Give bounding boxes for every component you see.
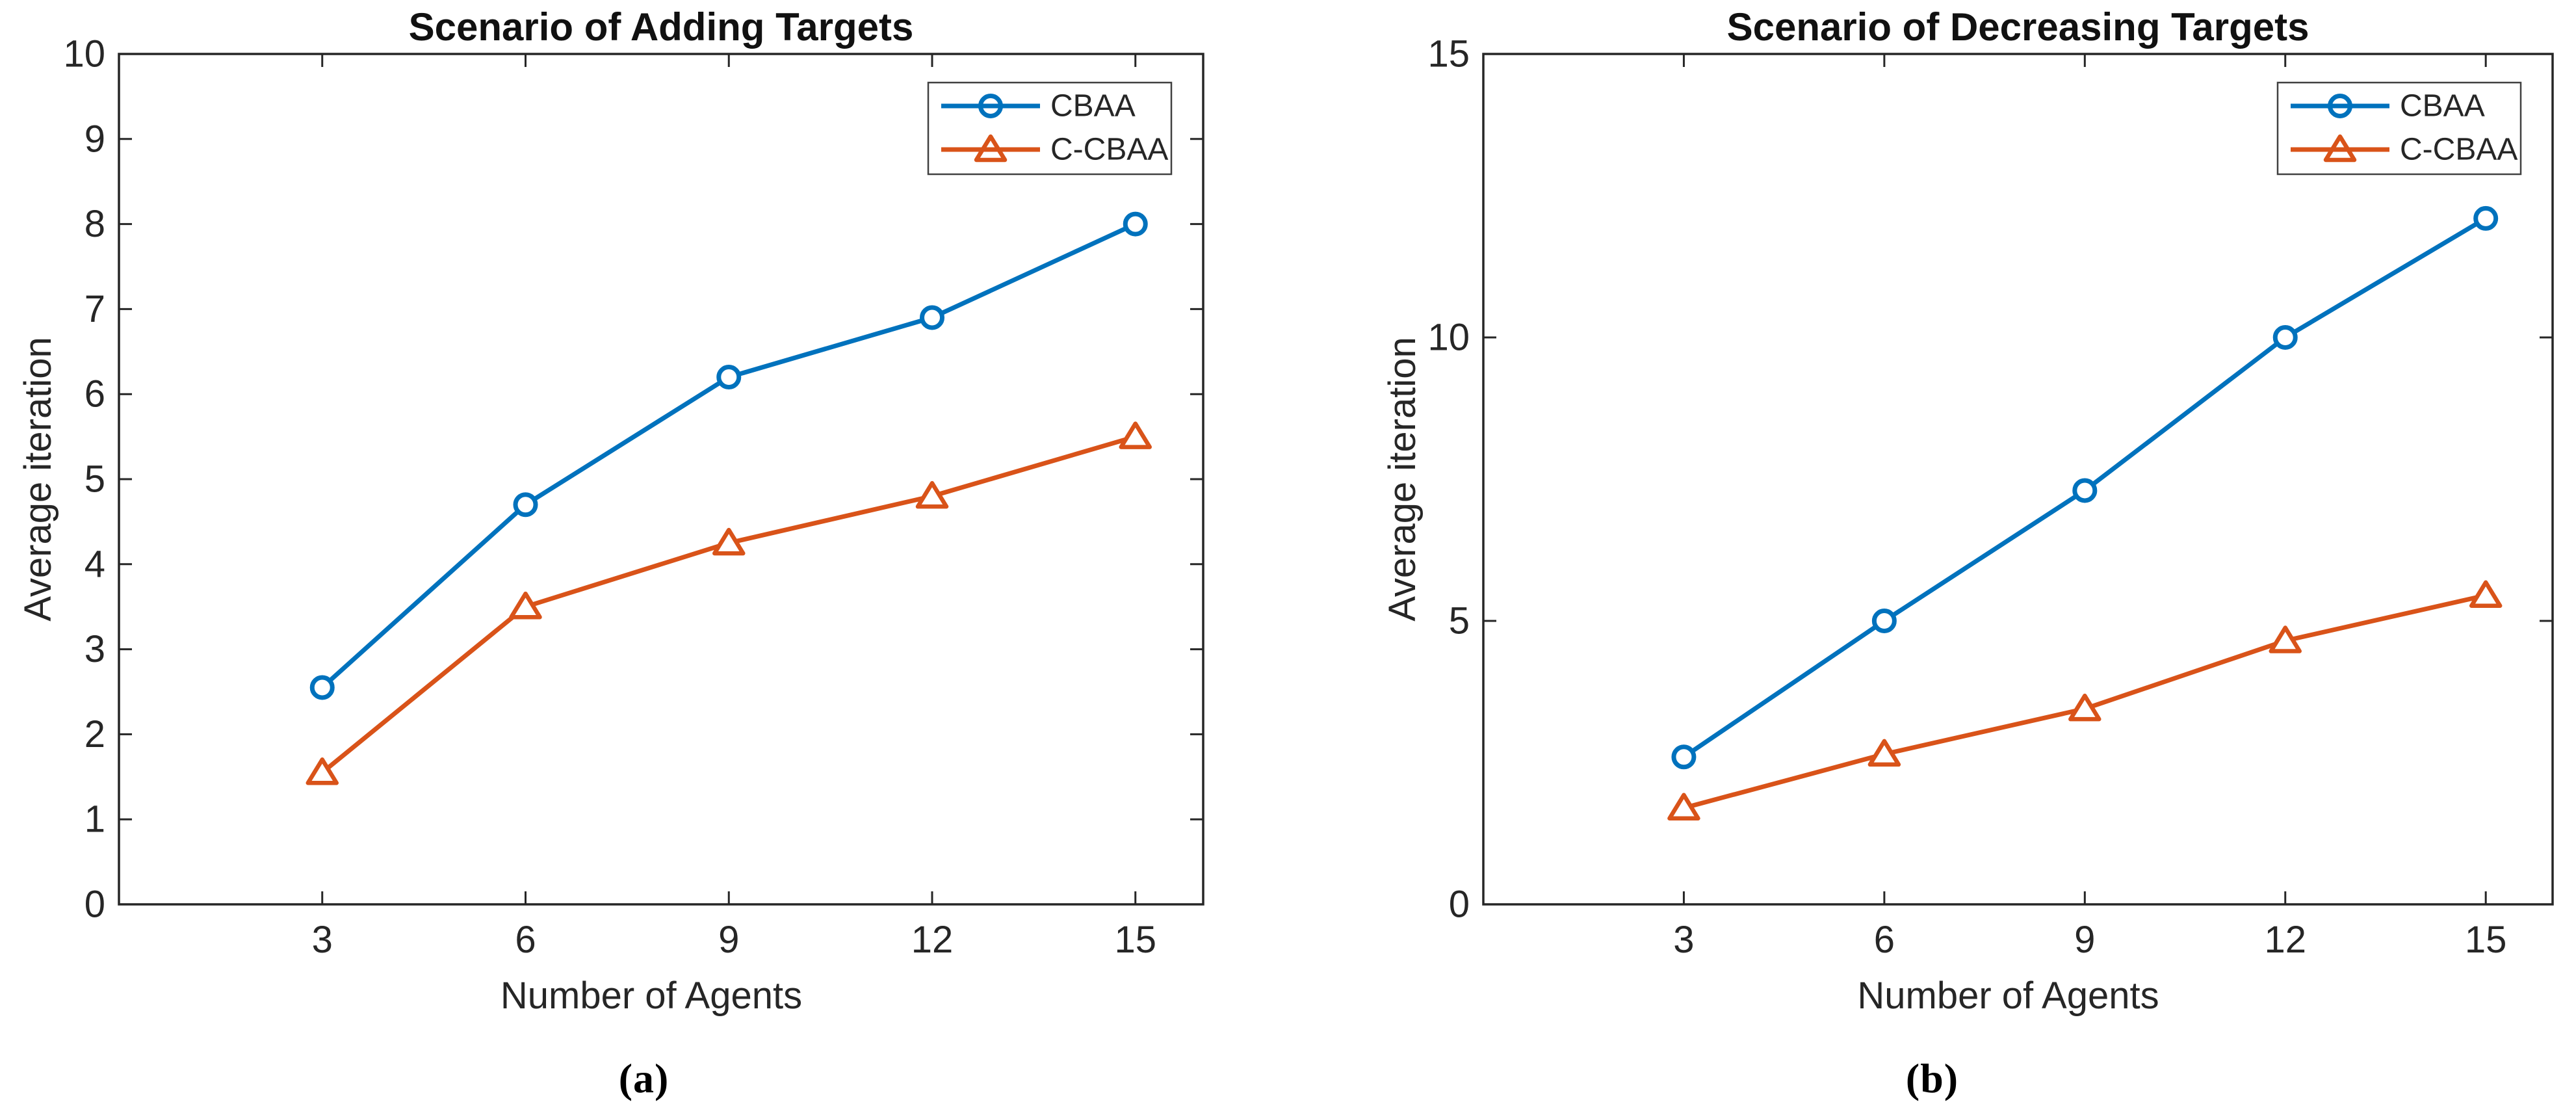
panel-a: 3 6 9 12 15 0 1 2 3 4 5 6 7 8 9 10 Scenario of Adding Ta…	[17, 5, 1204, 1101]
data-point-c-cbaa	[1667, 793, 1700, 821]
legend-box	[927, 81, 1173, 176]
y-tick-label: 4	[85, 543, 105, 585]
y-axis-label: Average iteration	[1381, 337, 1424, 621]
legend-marker-circle	[978, 94, 1003, 118]
chart-decreasing-targets: 3 6 9 12 15 0 5 10 15 Scenario of Decreasing Targ…	[1381, 5, 2554, 1017]
data-point-cbaa	[2473, 205, 2499, 231]
series-line-c-cbaa	[320, 434, 1138, 775]
x-tick-label: 12	[911, 919, 954, 961]
x-tick-label: 3	[1673, 919, 1694, 961]
legend-label: CBAA	[1050, 89, 1136, 124]
data-point-cbaa	[1671, 744, 1697, 770]
y-tick-label: 10	[63, 33, 105, 75]
y-tick-label: 3	[85, 628, 105, 670]
data-point-c-cbaa	[509, 591, 542, 620]
data-point-c-cbaa	[2269, 625, 2302, 653]
data-point-cbaa	[920, 305, 944, 330]
x-tick-label: 15	[1114, 919, 1156, 961]
y-axis-label: Average iteration	[17, 337, 59, 621]
panel-b: 3 6 9 12 15 0 5 10 15 Scenario of Decreasing Targ…	[1288, 0, 2576, 1115]
legend-label: C-CBAA	[2400, 133, 2517, 167]
data-point-cbaa	[2272, 325, 2298, 350]
y-tick-label: 1	[85, 798, 105, 841]
legend-marker-triangle	[2323, 134, 2357, 163]
x-tick-label: 15	[2465, 919, 2507, 961]
data-point-c-cbaa	[712, 527, 746, 556]
data-point-c-cbaa	[2469, 580, 2503, 609]
legend-label: CBAA	[2400, 89, 2485, 124]
legend: CBAA C-CBAA	[927, 81, 1173, 176]
data-point-c-cbaa	[1867, 739, 1901, 767]
x-tick-label: 6	[515, 919, 536, 961]
y-tick-label: 0	[85, 884, 105, 926]
x-axis-label: Number of Agents	[1857, 975, 2159, 1017]
plot-box	[118, 53, 1204, 906]
x-tick-label: 9	[718, 919, 739, 961]
legend: CBAA C-CBAA	[2276, 81, 2522, 176]
y-tick-label: 0	[1449, 884, 1470, 926]
y-tick-label: 7	[85, 288, 105, 330]
tick-marks	[119, 53, 1203, 906]
tick-marks	[1483, 53, 2553, 906]
data-point-cbaa	[1871, 609, 1897, 633]
data-point-cbaa	[513, 492, 538, 518]
data-point-c-cbaa	[915, 480, 949, 509]
legend-marker-circle	[2328, 94, 2352, 118]
x-tick-label: 3	[312, 919, 333, 961]
data-point-c-cbaa	[1119, 421, 1152, 449]
caption-a: (a)	[618, 1055, 670, 1101]
y-tick-label: 10	[1427, 317, 1470, 359]
legend-label: C-CBAA	[1050, 133, 1168, 167]
caption-b: (b)	[1905, 1055, 1959, 1101]
plot-box	[1482, 53, 2554, 906]
chart-title: Scenario of Adding Targets	[409, 5, 914, 49]
data-point-cbaa	[309, 675, 335, 700]
x-axis-label: Number of Agents	[501, 975, 802, 1017]
legend-box	[2276, 81, 2522, 176]
x-tick-label: 6	[1874, 919, 1895, 961]
data-point-c-cbaa	[2068, 693, 2101, 722]
data-point-cbaa	[2072, 478, 2098, 503]
y-tick-label: 5	[85, 458, 105, 501]
legend-marker-triangle	[974, 134, 1008, 163]
y-tick-label: 2	[85, 713, 105, 755]
x-tick-label: 12	[2264, 919, 2306, 961]
chart-title: Scenario of Decreasing Targets	[1727, 5, 2309, 49]
y-tick-label: 9	[85, 118, 105, 160]
y-tick-label: 5	[1449, 600, 1470, 642]
y-tick-label: 6	[85, 373, 105, 415]
series-line-cbaa	[320, 222, 1138, 690]
y-tick-label: 15	[1427, 33, 1470, 75]
y-tick-label: 8	[85, 203, 105, 245]
data-point-cbaa	[716, 365, 742, 390]
data-point-c-cbaa	[306, 757, 339, 785]
x-tick-label: 9	[2074, 919, 2095, 961]
data-point-cbaa	[1123, 211, 1148, 237]
